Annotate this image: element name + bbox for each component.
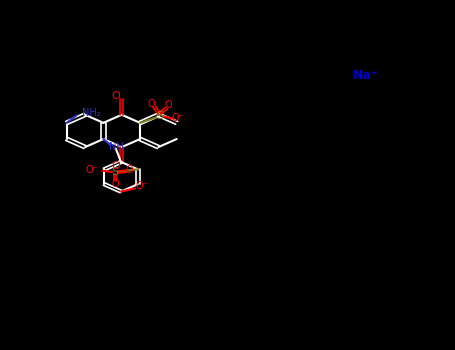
- Text: O⁻: O⁻: [86, 165, 98, 175]
- Text: O⁻: O⁻: [136, 181, 149, 191]
- Text: O: O: [126, 166, 133, 175]
- Text: O: O: [148, 99, 156, 109]
- Text: O: O: [111, 91, 120, 101]
- Text: O: O: [111, 161, 120, 171]
- Text: NH: NH: [109, 141, 124, 152]
- Text: Na⁺: Na⁺: [353, 69, 378, 82]
- Text: O⁻: O⁻: [172, 113, 184, 123]
- Text: O: O: [111, 179, 119, 189]
- Text: O: O: [164, 100, 172, 110]
- Text: S: S: [156, 111, 163, 121]
- Text: S: S: [111, 167, 118, 177]
- Text: NH₂: NH₂: [82, 108, 101, 118]
